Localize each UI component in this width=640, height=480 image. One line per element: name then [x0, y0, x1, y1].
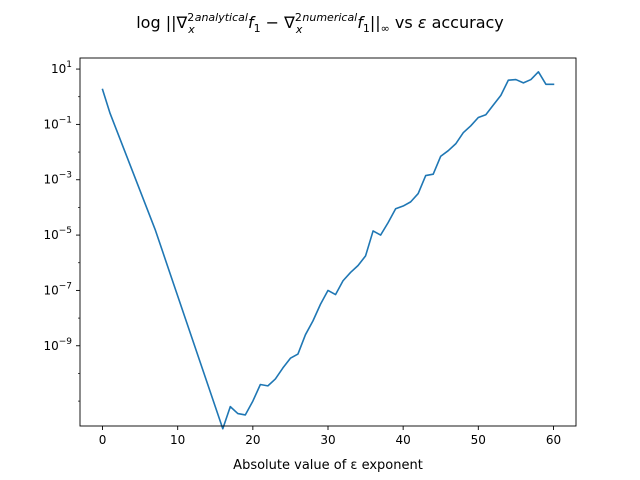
y-tick-label: 10−1 [43, 115, 72, 131]
chart-title: log ||∇2 xanalyticalf1 − ∇2 xnumericalf1||… [136, 11, 504, 36]
x-tick-label: 0 [99, 433, 107, 447]
y-tick-label: 101 [51, 60, 72, 76]
plot-area: 0 10 20 30 40 50 60 101 10−1 10−3 10−5 10−7 10−9 [43, 57, 577, 447]
y-tick-label: 10−7 [43, 281, 72, 297]
x-tick-label: 20 [245, 433, 260, 447]
x-tick-label: 40 [396, 433, 411, 447]
x-tick-label: 30 [320, 433, 335, 447]
y-tick-label: 10−5 [43, 226, 72, 242]
x-tick-label: 10 [170, 433, 185, 447]
x-tick-label: 60 [546, 433, 561, 447]
y-tick-label: 10−3 [43, 171, 72, 187]
x-tick-label: 50 [471, 433, 486, 447]
data-series-line [101, 71, 555, 430]
x-axis-label: Absolute value of ε exponent [233, 458, 423, 473]
y-tick-label: 10−9 [43, 337, 72, 353]
